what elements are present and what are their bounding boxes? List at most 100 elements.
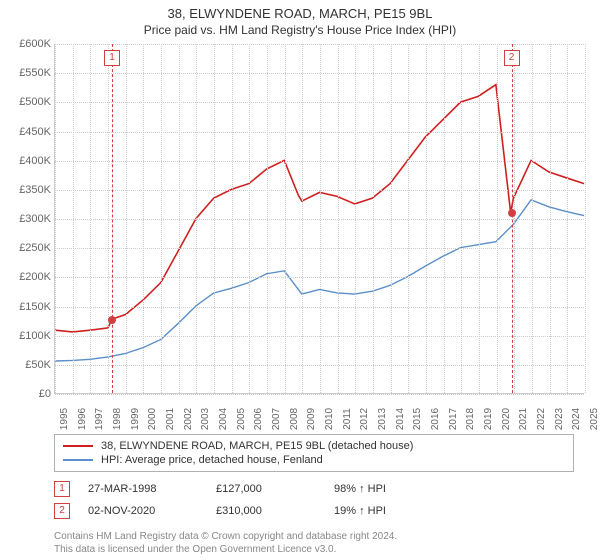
x-tick-label: 2014: [391, 408, 406, 430]
event-vline: [512, 44, 513, 393]
x-tick-label: 1995: [55, 408, 70, 430]
x-tick-label: 2013: [373, 408, 388, 430]
events-table: 1 27-MAR-1998 £127,000 98% ↑ HPI 2 02-NO…: [54, 478, 574, 522]
event-marker: 2: [504, 50, 520, 66]
y-tick-label: £450K: [19, 126, 55, 138]
gridline-v: [514, 44, 515, 393]
chart-plot-area: £0£50K£100K£150K£200K£250K£300K£350K£400…: [54, 44, 584, 394]
gridline-v: [232, 44, 233, 393]
gridline-v: [302, 44, 303, 393]
y-tick-label: £350K: [19, 184, 55, 196]
footer-attribution: Contains HM Land Registry data © Crown c…: [54, 530, 574, 556]
gridline-v: [126, 44, 127, 393]
x-tick-label: 2021: [514, 408, 529, 430]
gridline-v: [479, 44, 480, 393]
gridline-v: [179, 44, 180, 393]
x-tick-label: 2012: [355, 408, 370, 430]
gridline-v: [55, 44, 56, 393]
footer-line: This data is licensed under the Open Gov…: [54, 543, 574, 556]
gridline-v: [161, 44, 162, 393]
legend-row: HPI: Average price, detached house, Fenl…: [63, 453, 565, 467]
x-tick-label: 2005: [232, 408, 247, 430]
x-tick-label: 2024: [567, 408, 582, 430]
gridline-v: [461, 44, 462, 393]
event-dot: [508, 209, 516, 217]
x-tick-label: 2015: [408, 408, 423, 430]
gridline-v: [338, 44, 339, 393]
gridline-v: [143, 44, 144, 393]
y-tick-label: £550K: [19, 67, 55, 79]
gridline-v: [444, 44, 445, 393]
gridline-v: [90, 44, 91, 393]
x-tick-label: 2022: [532, 408, 547, 430]
x-tick-label: 2010: [320, 408, 335, 430]
gridline-v: [550, 44, 551, 393]
gridline-v: [249, 44, 250, 393]
x-tick-label: 1998: [108, 408, 123, 430]
gridline-v: [285, 44, 286, 393]
y-tick-label: £50K: [25, 359, 55, 371]
gridline-v: [320, 44, 321, 393]
event-price: £127,000: [216, 483, 316, 495]
x-tick-label: 2025: [585, 408, 600, 430]
gridline-v: [108, 44, 109, 393]
gridline-v: [391, 44, 392, 393]
y-tick-label: £0: [39, 388, 55, 400]
y-tick-label: £250K: [19, 242, 55, 254]
event-pct: 98% ↑ HPI: [334, 483, 434, 495]
x-tick-label: 2008: [285, 408, 300, 430]
gridline-v: [196, 44, 197, 393]
x-tick-label: 2016: [426, 408, 441, 430]
legend-swatch-series2: [63, 459, 93, 461]
gridline-v: [532, 44, 533, 393]
gridline-v: [408, 44, 409, 393]
y-tick-label: £100K: [19, 330, 55, 342]
x-tick-label: 1999: [126, 408, 141, 430]
y-tick-label: £200K: [19, 271, 55, 283]
gridline-v: [567, 44, 568, 393]
gridline-v: [497, 44, 498, 393]
x-tick-label: 1996: [73, 408, 88, 430]
x-tick-label: 2017: [444, 408, 459, 430]
gridline-h: [55, 394, 584, 395]
gridline-v: [355, 44, 356, 393]
event-price: £310,000: [216, 505, 316, 517]
chart-title: 38, ELWYNDENE ROAD, MARCH, PE15 9BL: [0, 0, 600, 21]
legend-row: 38, ELWYNDENE ROAD, MARCH, PE15 9BL (det…: [63, 439, 565, 453]
x-tick-label: 2023: [550, 408, 565, 430]
x-tick-label: 2009: [302, 408, 317, 430]
event-badge: 2: [54, 503, 70, 519]
legend-label-series2: HPI: Average price, detached house, Fenl…: [101, 454, 323, 466]
event-date: 02-NOV-2020: [88, 505, 198, 517]
event-row: 2 02-NOV-2020 £310,000 19% ↑ HPI: [54, 500, 574, 522]
footer-line: Contains HM Land Registry data © Crown c…: [54, 530, 574, 543]
x-tick-label: 2011: [338, 408, 353, 430]
event-marker: 1: [104, 50, 120, 66]
event-badge: 1: [54, 481, 70, 497]
x-tick-label: 2006: [249, 408, 264, 430]
event-vline: [112, 44, 113, 393]
event-pct: 19% ↑ HPI: [334, 505, 434, 517]
legend-label-series1: 38, ELWYNDENE ROAD, MARCH, PE15 9BL (det…: [101, 440, 413, 452]
x-tick-label: 2003: [196, 408, 211, 430]
event-row: 1 27-MAR-1998 £127,000 98% ↑ HPI: [54, 478, 574, 500]
event-dot: [108, 316, 116, 324]
gridline-v: [426, 44, 427, 393]
gridline-v: [214, 44, 215, 393]
x-tick-label: 2007: [267, 408, 282, 430]
gridline-v: [267, 44, 268, 393]
gridline-v: [585, 44, 586, 393]
y-tick-label: £400K: [19, 155, 55, 167]
legend-box: 38, ELWYNDENE ROAD, MARCH, PE15 9BL (det…: [54, 434, 574, 472]
y-tick-label: £500K: [19, 96, 55, 108]
x-tick-label: 2019: [479, 408, 494, 430]
event-date: 27-MAR-1998: [88, 483, 198, 495]
legend-swatch-series1: [63, 445, 93, 447]
gridline-v: [373, 44, 374, 393]
y-tick-label: £300K: [19, 213, 55, 225]
x-tick-label: 2004: [214, 408, 229, 430]
x-tick-label: 1997: [90, 408, 105, 430]
x-tick-label: 2002: [179, 408, 194, 430]
x-tick-label: 2018: [461, 408, 476, 430]
y-tick-label: £600K: [19, 38, 55, 50]
